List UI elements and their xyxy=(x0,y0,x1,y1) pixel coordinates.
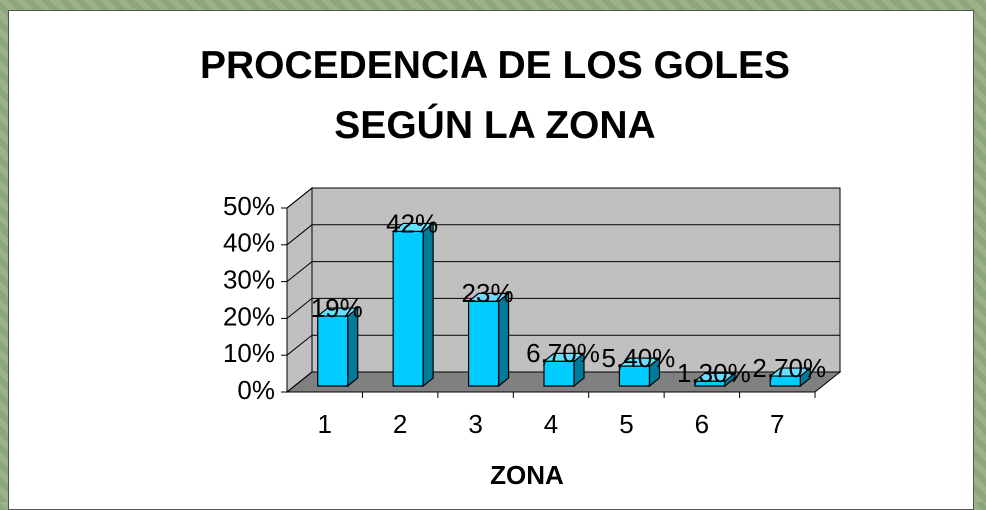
value-label: 5,40% xyxy=(602,343,676,373)
x-tick-label: 7 xyxy=(770,409,784,439)
x-tick-label: 5 xyxy=(619,409,633,439)
x-tick-label: 2 xyxy=(393,409,407,439)
bar-front xyxy=(769,375,801,387)
bar-front xyxy=(694,380,726,387)
y-tick-label: 40% xyxy=(223,228,275,258)
y-tick-label: 20% xyxy=(223,301,275,331)
bar xyxy=(542,352,586,388)
chart-title: PROCEDENCIA DE LOS GOLES SEGÚN LA ZONA xyxy=(199,44,791,147)
value-label: 1,30% xyxy=(677,358,751,388)
grid-line xyxy=(286,187,840,209)
bar xyxy=(617,356,662,388)
value-label: 2,70% xyxy=(752,353,826,383)
value-label: 23% xyxy=(462,278,514,308)
bar xyxy=(466,292,511,388)
bar-front xyxy=(618,365,651,387)
bar-front xyxy=(467,300,500,387)
value-label: 42% xyxy=(386,208,438,238)
side-wall xyxy=(286,186,313,394)
y-tick-label: 10% xyxy=(223,338,275,368)
bar xyxy=(693,371,737,388)
x-tick-label: 1 xyxy=(317,409,331,439)
grid-line xyxy=(286,371,840,393)
grid-line xyxy=(286,224,840,246)
bar-front xyxy=(392,230,424,387)
value-label: 19% xyxy=(311,293,363,323)
bar xyxy=(316,306,360,388)
x-axis-label: ZONA xyxy=(490,460,564,490)
bar xyxy=(391,222,435,388)
x-tick-label: 3 xyxy=(468,409,482,439)
x-tick-label: 6 xyxy=(695,409,709,439)
bar-front xyxy=(543,360,575,387)
bar-front xyxy=(317,315,349,387)
value-label: 6,70% xyxy=(526,338,600,368)
y-tick-label: 30% xyxy=(223,264,275,294)
bar-side xyxy=(422,222,434,388)
grid-line xyxy=(286,261,840,282)
grid-line xyxy=(286,334,840,356)
grid-line xyxy=(286,297,840,319)
y-tick-label: 0% xyxy=(237,375,275,405)
y-tick-label: 50% xyxy=(223,191,275,221)
bar xyxy=(768,366,812,388)
x-tick-label: 4 xyxy=(544,409,558,439)
